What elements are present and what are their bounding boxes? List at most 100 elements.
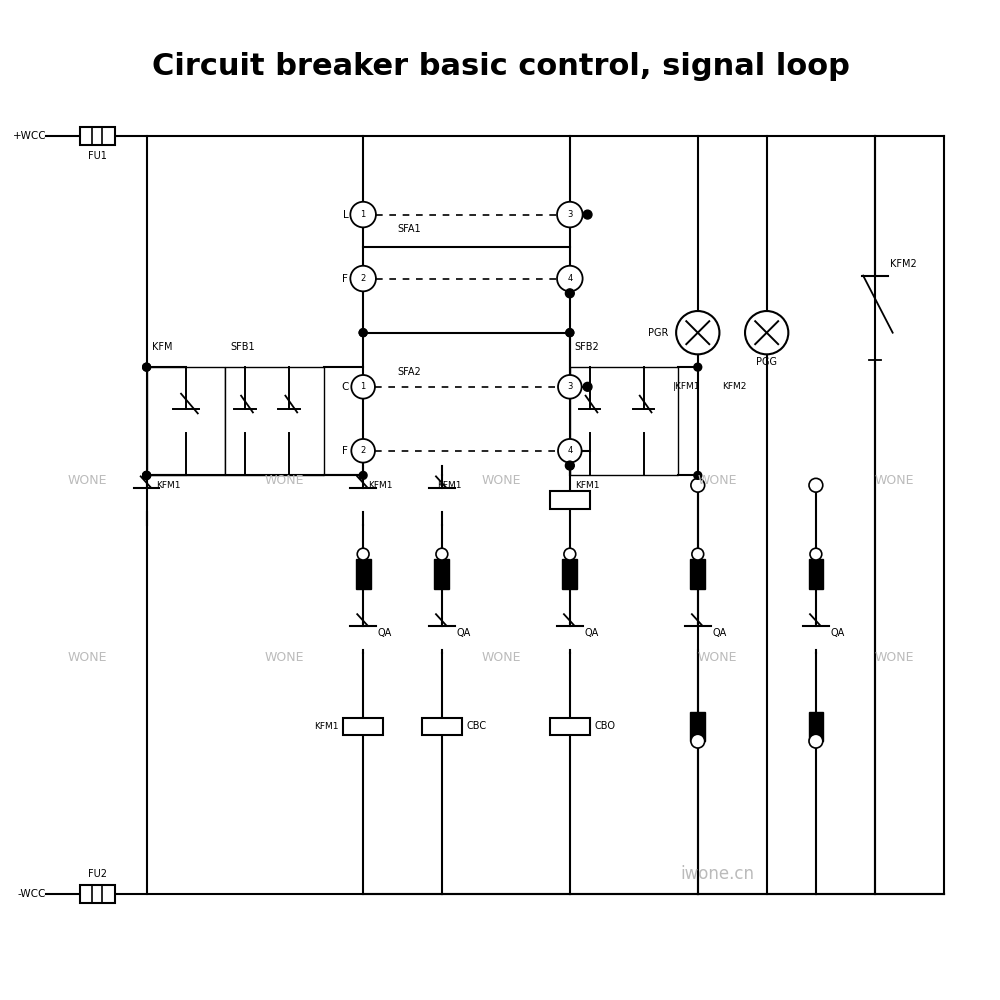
Text: CBC: CBC (466, 721, 487, 731)
Text: F: F (342, 446, 348, 456)
Text: WONE: WONE (68, 651, 107, 664)
Text: WONE: WONE (481, 651, 521, 664)
Text: KFM1: KFM1 (156, 481, 181, 490)
Text: SFA1: SFA1 (398, 224, 421, 234)
Text: 1: 1 (361, 382, 366, 391)
Text: |KFM1: |KFM1 (673, 382, 701, 391)
Circle shape (558, 439, 582, 463)
Bar (550, 718, 590, 735)
Text: QA: QA (585, 628, 599, 638)
Bar (343, 718, 383, 735)
Bar (809, 559, 823, 589)
Circle shape (809, 478, 823, 492)
Bar (570, 367, 678, 475)
Circle shape (359, 329, 367, 337)
Text: 2: 2 (361, 446, 366, 455)
Circle shape (143, 471, 151, 479)
Text: FU1: FU1 (88, 151, 107, 161)
Circle shape (436, 548, 448, 560)
Circle shape (350, 202, 376, 227)
Text: +WCC: +WCC (13, 131, 46, 141)
Bar (225, 367, 324, 475)
Text: WONE: WONE (68, 474, 107, 487)
Circle shape (694, 363, 702, 371)
Text: L: L (343, 210, 348, 220)
Circle shape (565, 289, 574, 298)
Circle shape (357, 548, 369, 560)
Text: KFM1: KFM1 (437, 481, 461, 490)
Bar (434, 559, 449, 589)
Text: 3: 3 (567, 382, 573, 391)
Circle shape (745, 311, 788, 354)
Text: F: F (342, 274, 348, 284)
Text: -WCC: -WCC (18, 889, 46, 899)
Text: QA: QA (457, 628, 471, 638)
Circle shape (566, 329, 574, 337)
Text: 2: 2 (361, 274, 366, 283)
Text: KFM: KFM (152, 342, 172, 352)
Circle shape (350, 266, 376, 291)
Bar (690, 559, 705, 589)
Text: KFM1: KFM1 (368, 481, 393, 490)
Text: WONE: WONE (875, 474, 914, 487)
Circle shape (143, 363, 151, 371)
Circle shape (566, 462, 574, 469)
Text: FU2: FU2 (88, 869, 107, 879)
Text: SFB1: SFB1 (230, 342, 255, 352)
Circle shape (351, 375, 375, 399)
Circle shape (810, 548, 822, 560)
Text: QA: QA (378, 628, 392, 638)
Text: 1: 1 (361, 210, 366, 219)
Text: KFM2: KFM2 (722, 382, 747, 391)
Text: PGR: PGR (648, 328, 668, 338)
Circle shape (143, 471, 151, 479)
Text: Circuit breaker basic control, signal loop: Circuit breaker basic control, signal lo… (152, 52, 850, 81)
Text: 4: 4 (567, 446, 572, 455)
Circle shape (351, 439, 375, 463)
Bar (80, 127, 115, 145)
Bar (422, 718, 462, 735)
Circle shape (583, 382, 592, 391)
Circle shape (143, 363, 151, 371)
Text: 4: 4 (567, 274, 572, 283)
Circle shape (564, 548, 576, 560)
Text: iwone.cn: iwone.cn (680, 865, 754, 883)
Bar (356, 559, 371, 589)
Bar (80, 885, 115, 903)
Bar (690, 712, 705, 741)
Circle shape (692, 548, 704, 560)
Text: CBO: CBO (594, 721, 615, 731)
Text: WONE: WONE (698, 651, 737, 664)
Circle shape (359, 471, 367, 479)
Text: WONE: WONE (265, 651, 304, 664)
Text: KFM2: KFM2 (890, 259, 916, 269)
Text: SFA2: SFA2 (398, 367, 421, 377)
Circle shape (143, 471, 151, 479)
Text: WONE: WONE (265, 474, 304, 487)
Circle shape (557, 202, 583, 227)
Circle shape (583, 210, 592, 219)
Text: KFM1: KFM1 (575, 481, 599, 490)
Text: QA: QA (713, 628, 727, 638)
Circle shape (557, 266, 583, 291)
Bar (147, 367, 225, 475)
Bar (562, 559, 577, 589)
Text: WONE: WONE (875, 651, 914, 664)
Text: WONE: WONE (481, 474, 521, 487)
Circle shape (694, 471, 702, 479)
Circle shape (676, 311, 719, 354)
Circle shape (565, 461, 574, 470)
Bar (809, 712, 823, 741)
Circle shape (558, 375, 582, 399)
Circle shape (691, 478, 705, 492)
Circle shape (809, 734, 823, 748)
Bar (550, 491, 590, 509)
Text: PGG: PGG (756, 357, 777, 367)
Text: SFB2: SFB2 (575, 342, 600, 352)
Text: C: C (341, 382, 348, 392)
Circle shape (566, 329, 574, 337)
Text: 3: 3 (567, 210, 573, 219)
Text: WONE: WONE (698, 474, 737, 487)
Text: QA: QA (831, 628, 845, 638)
Circle shape (691, 734, 705, 748)
